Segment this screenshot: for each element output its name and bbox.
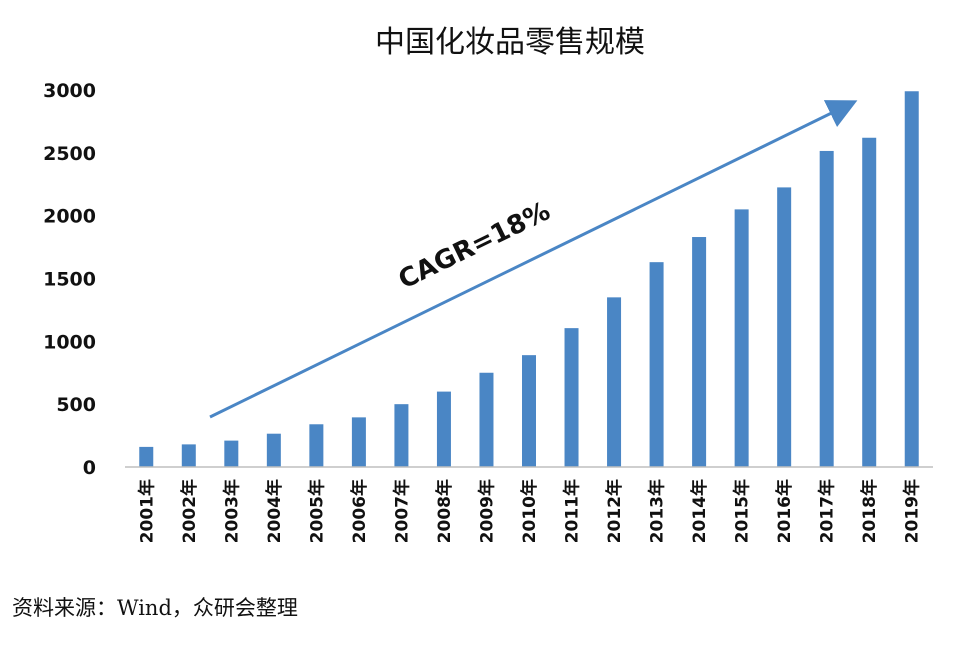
bar bbox=[862, 137, 877, 467]
x-tick-label: 2003年 bbox=[221, 479, 242, 543]
chart-title: 中国化妆品零售规模 bbox=[375, 25, 645, 60]
y-tick-label: 0 bbox=[83, 457, 96, 479]
x-tick-label: 2002年 bbox=[179, 479, 200, 543]
x-tick-label: 2012年 bbox=[604, 479, 625, 543]
x-tick-label: 2006年 bbox=[349, 479, 370, 543]
bar bbox=[351, 417, 366, 467]
x-tick-label: 2007年 bbox=[391, 479, 412, 543]
x-tick-label: 2009年 bbox=[476, 479, 497, 543]
x-tick-label: 2001年 bbox=[136, 479, 157, 543]
bar bbox=[734, 209, 749, 467]
trend-arrow bbox=[209, 100, 858, 419]
bar bbox=[181, 444, 196, 467]
x-tick-label: 2019年 bbox=[902, 479, 923, 543]
x-tick-label: 2014年 bbox=[689, 479, 710, 543]
source-note: 资料来源：Wind，众研会整理 bbox=[12, 596, 298, 620]
y-tick-label: 500 bbox=[56, 394, 96, 416]
bar bbox=[777, 187, 792, 467]
x-tick-label: 2008年 bbox=[434, 479, 455, 543]
y-tick-label: 1500 bbox=[43, 269, 96, 291]
x-tick-label: 2015年 bbox=[732, 479, 753, 543]
x-tick-label: 2017年 bbox=[817, 479, 838, 543]
x-tick-label: 2016年 bbox=[774, 479, 795, 543]
x-tick-label: 2004年 bbox=[264, 479, 285, 543]
bar bbox=[309, 424, 324, 467]
bar bbox=[522, 355, 536, 467]
bar bbox=[139, 446, 154, 467]
bar bbox=[394, 404, 409, 467]
cagr-label: CAGR=18% bbox=[394, 196, 555, 295]
bar bbox=[224, 440, 239, 467]
x-tick-label: 2013年 bbox=[647, 479, 668, 543]
bar bbox=[649, 262, 664, 467]
y-tick-label: 2500 bbox=[43, 143, 96, 165]
bar-series bbox=[139, 91, 919, 468]
bar bbox=[607, 297, 622, 467]
bar bbox=[692, 237, 707, 467]
bar bbox=[266, 433, 281, 467]
bar bbox=[564, 328, 579, 467]
bar bbox=[479, 372, 494, 467]
y-axis-ticks: 0 500 1000 1500 2000 2500 3000 bbox=[43, 80, 96, 479]
x-axis-ticks: 2001年 2002年 2003年 2004年 2005年 2006年 2007年 2008年… bbox=[136, 479, 922, 543]
x-tick-label: 2005年 bbox=[306, 479, 327, 543]
bar bbox=[436, 391, 451, 467]
y-tick-label: 1000 bbox=[43, 331, 96, 353]
bar bbox=[904, 91, 919, 468]
y-tick-label: 3000 bbox=[43, 80, 96, 102]
y-tick-label: 2000 bbox=[43, 206, 96, 228]
bar bbox=[819, 150, 834, 467]
x-tick-label: 2018年 bbox=[859, 479, 880, 543]
x-tick-label: 2011年 bbox=[562, 479, 583, 543]
x-tick-label: 2010年 bbox=[519, 479, 540, 543]
